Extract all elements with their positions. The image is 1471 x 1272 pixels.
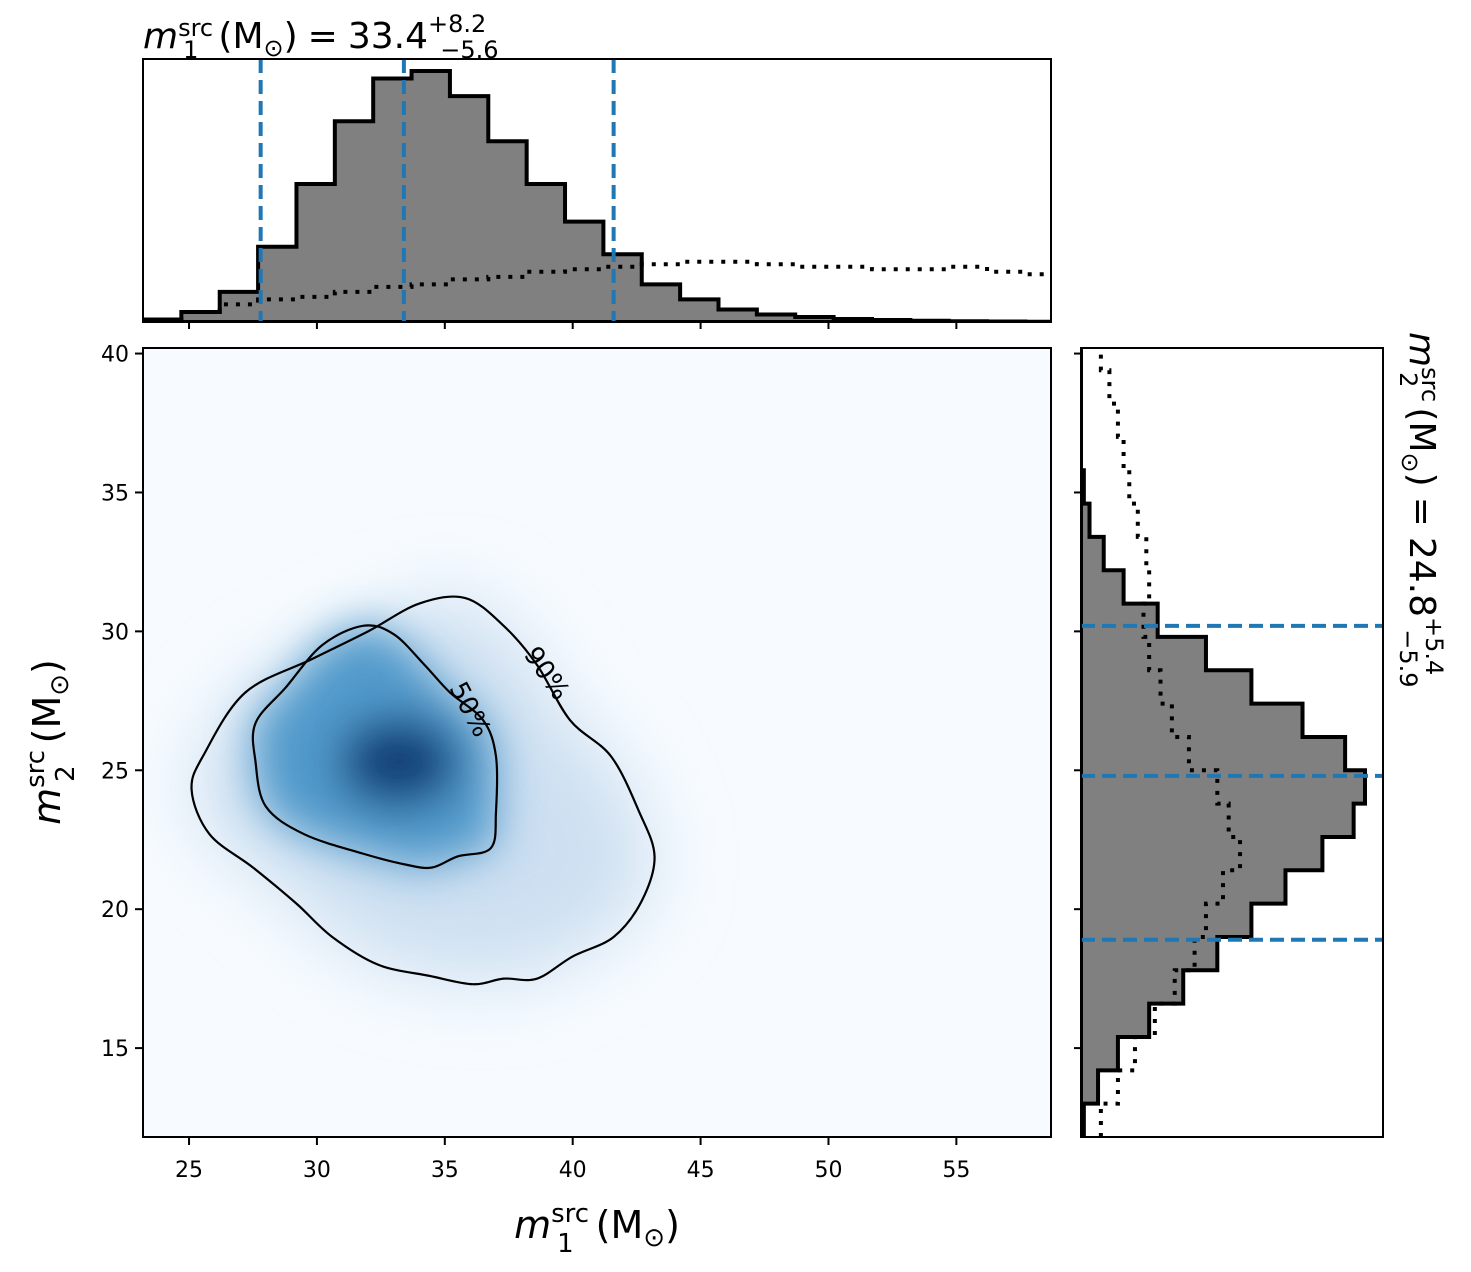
x-axis-title: msrc 1 (M⊙) <box>514 1199 680 1259</box>
y-tick-label: 20 <box>101 898 129 923</box>
x-tick-label: 40 <box>559 1158 587 1183</box>
x-tick-label: 25 <box>175 1158 203 1183</box>
m2-title: msrc2(M⊙)=24.8+5.4−5.9 <box>1394 332 1448 688</box>
m1-histogram <box>143 59 1051 322</box>
y-axis-title: msrc2(M⊙) <box>21 659 81 825</box>
y-tick-label: 15 <box>101 1037 129 1062</box>
prior-histogram <box>143 259 1051 322</box>
m2-histogram <box>1081 348 1383 1137</box>
x-tick-label: 30 <box>303 1158 331 1183</box>
top-frame <box>142 58 1052 323</box>
credible-contours <box>190 595 656 986</box>
x-tick-label: 55 <box>942 1158 970 1183</box>
density-core <box>338 716 459 807</box>
right-frame <box>1080 347 1384 1138</box>
x-tick-label: 35 <box>431 1158 459 1183</box>
y-tick-label: 35 <box>101 481 129 506</box>
top-marginal-panel: msrc 1 (M⊙) = 33.4+8.2 −5.6 <box>142 10 1052 329</box>
joint-frame <box>142 347 1052 1138</box>
top-x-ticks <box>188 322 958 329</box>
posterior-histogram <box>143 69 1051 322</box>
x-tick-label: 50 <box>814 1158 842 1183</box>
y-tick-label: 40 <box>101 343 129 368</box>
right-y-ticks <box>1074 352 1081 1050</box>
right-marginal-panel: msrc2(M⊙)=24.8+5.4−5.9 <box>1074 332 1448 1138</box>
joint-y-ticks: 15 20 25 30 35 40 <box>101 343 143 1062</box>
y-tick-label: 25 <box>101 759 129 784</box>
contour-50 <box>251 624 499 870</box>
joint-x-ticks: 25 30 35 40 45 50 55 <box>175 1137 970 1183</box>
m1-title: msrc 1 (M⊙) = 33.4+8.2 −5.6 <box>143 10 499 64</box>
contour-90 <box>190 595 656 986</box>
density-heatmap <box>191 596 655 985</box>
x-tick-label: 45 <box>687 1158 715 1183</box>
y-tick-label: 30 <box>101 620 129 645</box>
